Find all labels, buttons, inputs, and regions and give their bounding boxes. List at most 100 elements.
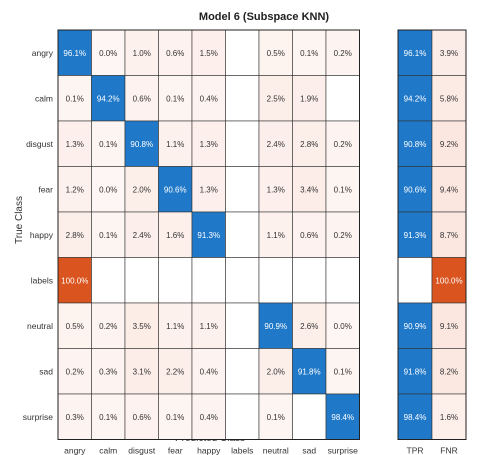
x-tick-label: disgust [128, 446, 156, 455]
matrix-cell-label: 0.0% [99, 49, 117, 58]
matrix-cell-label: 0.1% [300, 49, 318, 58]
matrix-cell-label: 0.0% [99, 185, 117, 194]
matrix-cell-label: 2.8% [66, 231, 84, 240]
summary-border [397, 29, 467, 440]
tpr-label: 91.8% [404, 367, 427, 376]
matrix-cell-label: 0.6% [300, 231, 318, 240]
matrix-cell [191, 257, 226, 304]
matrix-cell [57, 257, 92, 304]
matrix-cell-label: 0.1% [99, 140, 117, 149]
tpr-label: 98.4% [404, 413, 427, 422]
matrix-cell-label: 0.6% [133, 94, 151, 103]
y-tick-label: calm [35, 93, 53, 103]
matrix-cell-label: 0.3% [66, 413, 84, 422]
matrix-cell [124, 120, 159, 167]
matrix-cell [191, 75, 226, 122]
matrix-cell-label: 2.4% [133, 231, 151, 240]
matrix-cell-label: 96.1% [63, 49, 86, 58]
matrix-cell [91, 257, 126, 304]
matrix-cell [225, 120, 260, 167]
matrix-cell-label: 0.1% [334, 185, 352, 194]
matrix-cell [57, 348, 92, 395]
y-tick-label: angry [32, 48, 54, 58]
matrix-cell [225, 211, 260, 258]
matrix-cell-label: 1.1% [267, 231, 285, 240]
matrix-cell-label: 1.3% [66, 140, 84, 149]
matrix-cell-label: 1.1% [200, 322, 218, 331]
fnr-cell [431, 211, 467, 258]
matrix-cell-label: 1.5% [200, 49, 218, 58]
matrix-cell-label: 3.4% [300, 185, 318, 194]
matrix-cell [158, 75, 193, 122]
matrix-cell-label: 91.3% [197, 231, 220, 240]
x-tick-label: angry [64, 446, 86, 455]
matrix-cell [191, 166, 226, 213]
matrix-cell [124, 166, 159, 213]
y-tick-label: labels [31, 275, 53, 285]
x-tick-label: fear [168, 446, 183, 455]
matrix-cell-label: 1.1% [166, 322, 184, 331]
matrix-cell-label: 2.2% [166, 367, 184, 376]
matrix-cell-label: 2.6% [300, 322, 318, 331]
matrix-cell [292, 393, 327, 440]
matrix-cell-label: 0.2% [334, 140, 352, 149]
fnr-label: 8.7% [440, 231, 458, 240]
matrix-cell [292, 166, 327, 213]
matrix-cell-label: 2.0% [133, 185, 151, 194]
matrix-cell [91, 29, 126, 76]
matrix-cell-label: 0.6% [133, 413, 151, 422]
matrix-cell [325, 257, 360, 304]
matrix-cell [124, 257, 159, 304]
matrix-cell [158, 393, 193, 440]
matrix-cell [325, 29, 360, 76]
matrix-cell [158, 348, 193, 395]
matrix-cell [258, 166, 293, 213]
matrix-cell [124, 211, 159, 258]
matrix-cell-label: 0.6% [166, 49, 184, 58]
fnr-cell [431, 348, 467, 395]
matrix-cell [57, 75, 92, 122]
fnr-label: 9.4% [440, 185, 458, 194]
tpr-label: 90.6% [404, 185, 427, 194]
fnr-cell [431, 302, 467, 349]
matrix-cell-label: 0.1% [166, 413, 184, 422]
matrix-cell [158, 166, 193, 213]
matrix-cell-label: 0.2% [334, 49, 352, 58]
matrix-cell-label: 0.2% [66, 367, 84, 376]
y-tick-label: fear [38, 184, 53, 194]
matrix-cell [225, 302, 260, 349]
matrix-cell [158, 211, 193, 258]
tpr-label: 94.2% [404, 94, 427, 103]
matrix-cell-label: 1.9% [300, 94, 318, 103]
fnr-cell [431, 120, 467, 167]
matrix-cell-label: 0.0% [334, 322, 352, 331]
tpr-label: 96.1% [404, 49, 427, 58]
matrix-cell-label: 3.1% [133, 367, 151, 376]
matrix-cell [225, 393, 260, 440]
matrix-cell-label: 0.4% [200, 367, 218, 376]
y-tick-label: disgust [26, 139, 54, 149]
summary-column-label: TPR [407, 446, 424, 455]
matrix-cell [91, 120, 126, 167]
matrix-cell-label: 98.4% [331, 413, 354, 422]
summary-cells: 96.1% 3.9% 94.2% 5.8% 90.8% 9.2% 90.6% 9.4% 91.3… [397, 29, 467, 440]
tpr-cell [397, 211, 433, 258]
chart-title: Model 6 (Subspace KNN) [199, 11, 330, 23]
y-tick-label: happy [30, 230, 54, 240]
fnr-cell [431, 29, 467, 76]
matrix-cell-label: 1.1% [166, 140, 184, 149]
matrix-cell [325, 393, 360, 440]
matrix-cell [258, 120, 293, 167]
fnr-cell [431, 166, 467, 213]
matrix-cell [158, 120, 193, 167]
matrix-cell-label: 1.3% [200, 140, 218, 149]
matrix-cell-label: 0.1% [99, 231, 117, 240]
matrix-cell [225, 75, 260, 122]
fnr-label: 1.6% [440, 413, 458, 422]
fnr-label: 100.0% [435, 276, 462, 285]
matrix-cell [292, 211, 327, 258]
matrix-cell [225, 29, 260, 76]
fnr-cell [431, 393, 467, 440]
matrix-border [57, 29, 360, 440]
matrix-cell [124, 393, 159, 440]
